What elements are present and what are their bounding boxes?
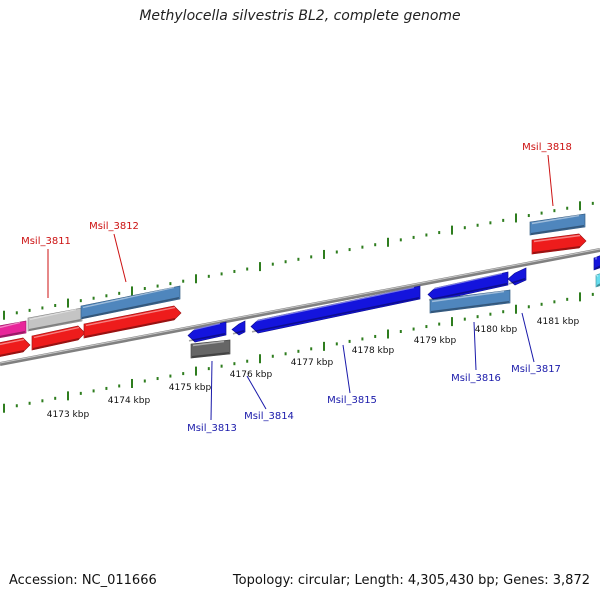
msil-3816-label[interactable]: Msil_3816 — [451, 373, 501, 384]
kbp-label-4180: 4180 kbp — [475, 325, 518, 335]
kbp-label-4177: 4177 kbp — [291, 358, 334, 368]
scale-labels: 4173 kbp 4174 kbp 4175 kbp 4176 kbp 4177 kbp… — [47, 317, 580, 420]
kbp-label-4173: 4173 kbp — [47, 410, 90, 420]
backbone-highlight — [0, 248, 600, 364]
gene-msil-3816 — [427, 271, 509, 302]
gene-msil-3816-block — [429, 289, 511, 314]
kbp-label-4174: 4174 kbp — [108, 396, 151, 406]
msil-3818-label[interactable]: Msil_3818 — [522, 142, 572, 153]
label-leaders — [47, 154, 554, 421]
gene-pink — [0, 320, 27, 338]
gene-labels: Msil_3811 Msil_3812 Msil_3818 Msil_3813 Msil… — [21, 142, 572, 434]
gene-msil-3815 — [250, 285, 421, 334]
kbp-label-4175: 4175 kbp — [169, 383, 212, 393]
msil-3811-label[interactable]: Msil_3811 — [21, 236, 71, 247]
gene-msil-3817 — [507, 267, 527, 286]
gene-msil-3812-block — [80, 285, 181, 320]
kbp-label-4178: 4178 kbp — [352, 346, 395, 356]
genome-backbone — [0, 248, 600, 366]
msil-3814-label[interactable]: Msil_3814 — [244, 411, 294, 422]
gene-edge-blue — [593, 255, 600, 271]
gene-blue-1 — [187, 321, 227, 343]
gene-red-1 — [0, 337, 31, 357]
msil-3815-leader — [342, 344, 351, 394]
gene-msil-3818-block — [529, 213, 586, 236]
msil-3813-leader — [210, 360, 213, 421]
msil-3815-label[interactable]: Msil_3815 — [327, 395, 377, 406]
gene-msil-3811 — [31, 325, 86, 351]
gene-gray — [27, 307, 83, 332]
msil-3813-label[interactable]: Msil_3813 — [187, 423, 237, 434]
map-title: Methylocella silvestris BL2, complete ge… — [139, 8, 461, 24]
kbp-label-4176: 4176 kbp — [230, 370, 273, 380]
msil-3816-leader — [473, 321, 477, 371]
gene-msil-3813 — [190, 339, 231, 359]
kbp-label-4181: 4181 kbp — [537, 317, 580, 327]
gene-features — [0, 213, 600, 359]
tick-marks — [3, 201, 594, 413]
topology-text: Topology: circular; Length: 4,305,430 bp… — [232, 573, 590, 588]
gene-msil-3818 — [531, 233, 587, 255]
kbp-label-4179: 4179 kbp — [414, 336, 457, 346]
msil-3817-label[interactable]: Msil_3817 — [511, 364, 561, 375]
gene-edge-cyan — [595, 273, 600, 288]
msil-3814-leader — [246, 375, 267, 410]
msil-3817-leader — [521, 312, 535, 363]
gene-msil-3812 — [83, 305, 182, 339]
msil-3812-leader — [113, 233, 127, 283]
msil-3812-label[interactable]: Msil_3812 — [89, 221, 139, 232]
backbone-line — [0, 248, 600, 366]
msil-3818-leader — [547, 154, 554, 207]
accession-text: Accession: NC_011666 — [9, 573, 157, 588]
gene-blue-2 — [231, 320, 246, 336]
